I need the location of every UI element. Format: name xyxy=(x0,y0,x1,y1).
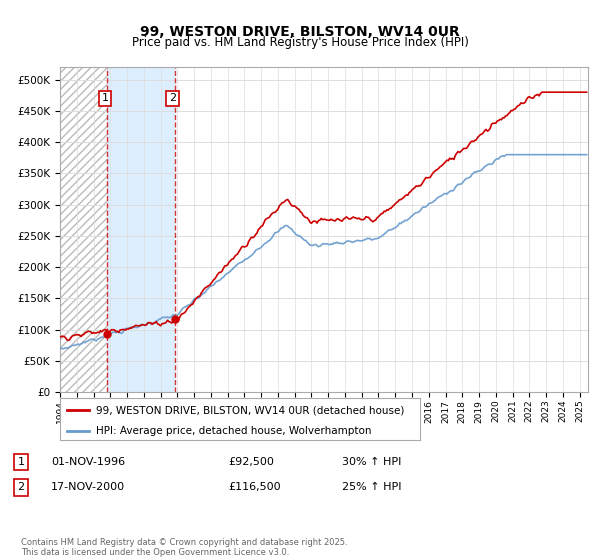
Text: 17-NOV-2000: 17-NOV-2000 xyxy=(51,482,125,492)
Bar xyxy=(60,67,107,392)
Text: Price paid vs. HM Land Registry's House Price Index (HPI): Price paid vs. HM Land Registry's House … xyxy=(131,36,469,49)
Text: £92,500: £92,500 xyxy=(228,457,274,467)
Text: 99, WESTON DRIVE, BILSTON, WV14 0UR: 99, WESTON DRIVE, BILSTON, WV14 0UR xyxy=(140,25,460,39)
Text: 30% ↑ HPI: 30% ↑ HPI xyxy=(342,457,401,467)
Text: 01-NOV-1996: 01-NOV-1996 xyxy=(51,457,125,467)
Text: 1: 1 xyxy=(17,457,25,467)
Text: 2: 2 xyxy=(169,94,176,104)
Text: 99, WESTON DRIVE, BILSTON, WV14 0UR (detached house): 99, WESTON DRIVE, BILSTON, WV14 0UR (det… xyxy=(96,405,404,415)
Text: HPI: Average price, detached house, Wolverhampton: HPI: Average price, detached house, Wolv… xyxy=(96,426,371,436)
Text: Contains HM Land Registry data © Crown copyright and database right 2025.
This d: Contains HM Land Registry data © Crown c… xyxy=(21,538,347,557)
Bar xyxy=(107,67,175,392)
Text: £116,500: £116,500 xyxy=(228,482,281,492)
Text: 1: 1 xyxy=(101,94,109,104)
Text: 25% ↑ HPI: 25% ↑ HPI xyxy=(342,482,401,492)
Text: 2: 2 xyxy=(17,482,25,492)
